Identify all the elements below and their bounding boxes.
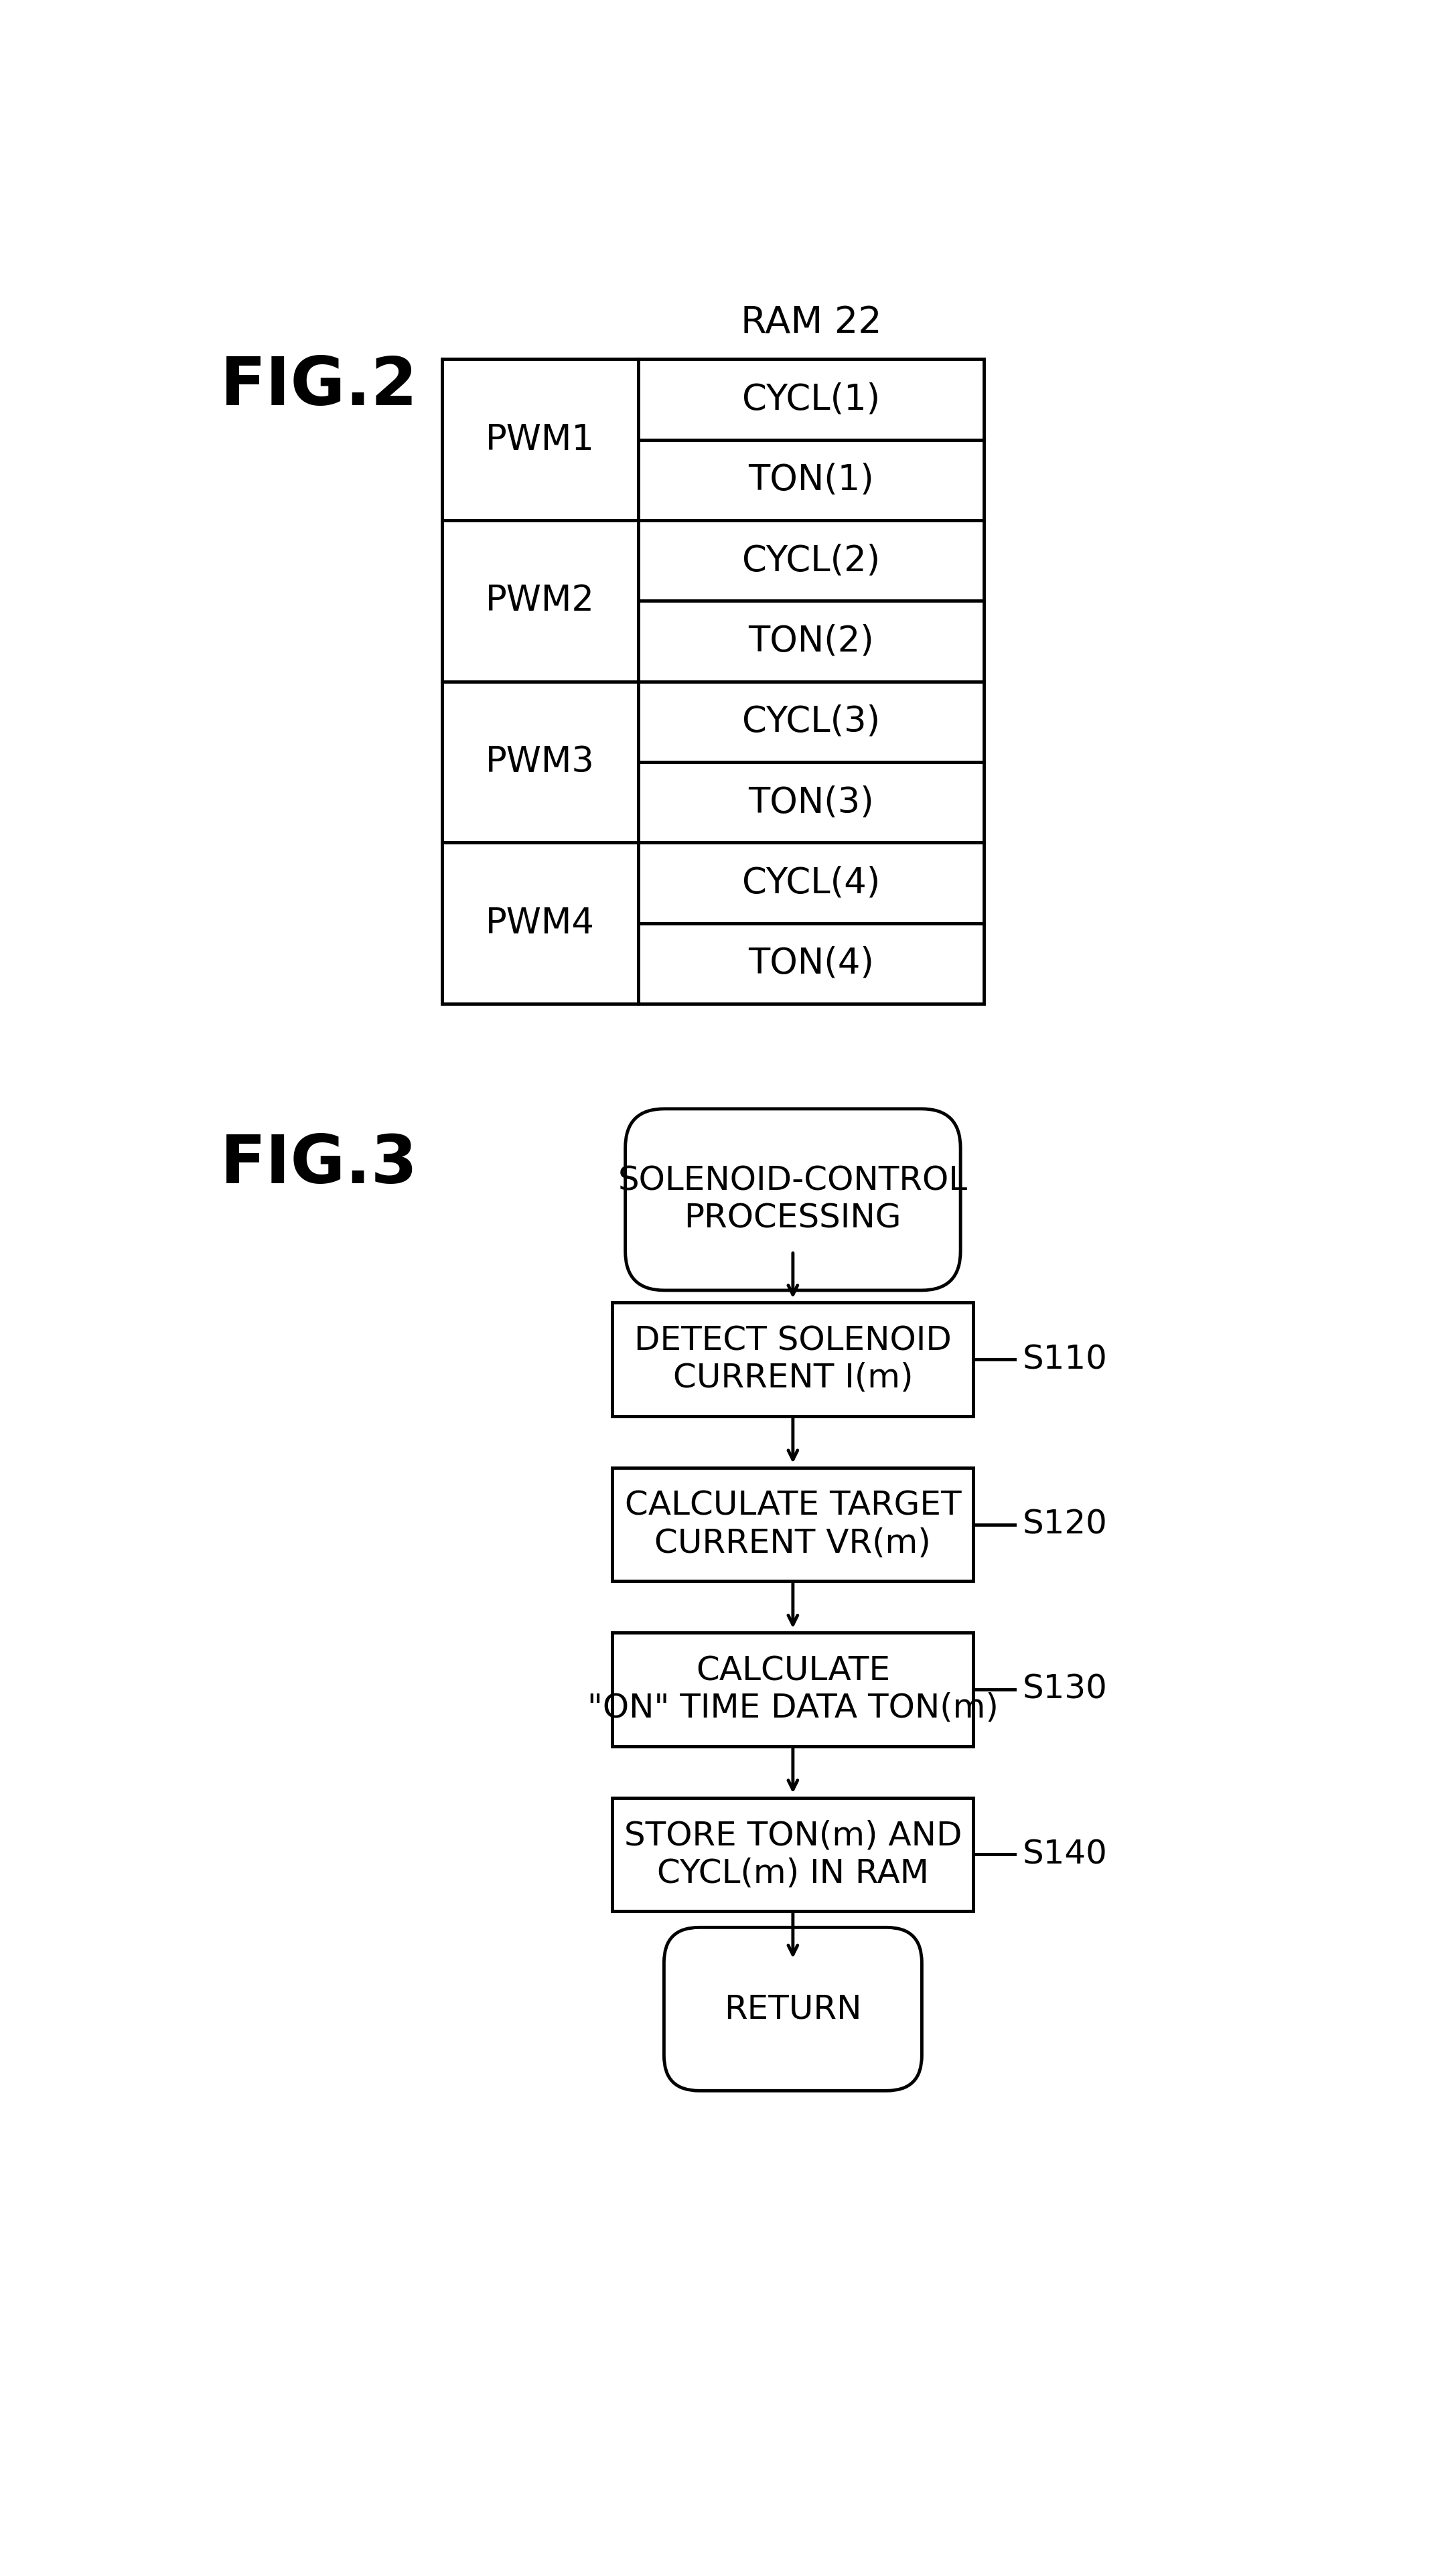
Text: S130: S130 (1022, 1674, 1108, 1705)
Text: FIG.2: FIG.2 (220, 353, 418, 420)
Text: CYCL(4): CYCL(4) (742, 866, 881, 899)
Bar (613, 1468, 973, 1582)
Text: PWM3: PWM3 (486, 744, 594, 781)
Text: SOLENOID-CONTROL
PROCESSING: SOLENOID-CONTROL PROCESSING (617, 1164, 967, 1234)
Text: FIG.3: FIG.3 (220, 1133, 418, 1198)
Bar (613, 1303, 973, 1417)
Text: RAM 22: RAM 22 (740, 304, 882, 340)
Text: CALCULATE
"ON" TIME DATA TON(m): CALCULATE "ON" TIME DATA TON(m) (587, 1654, 999, 1723)
Text: TON(3): TON(3) (748, 786, 873, 819)
Text: TON(2): TON(2) (748, 623, 873, 659)
FancyBboxPatch shape (664, 1927, 923, 2092)
Text: CYCL(1): CYCL(1) (742, 381, 881, 417)
Bar (442, 358, 983, 1005)
Text: PWM2: PWM2 (486, 582, 594, 618)
Text: CYCL(3): CYCL(3) (742, 703, 881, 739)
Text: TON(1): TON(1) (748, 464, 873, 497)
Text: DETECT SOLENOID
CURRENT I(m): DETECT SOLENOID CURRENT I(m) (635, 1324, 951, 1394)
Text: S140: S140 (1022, 1839, 1108, 1870)
Text: TON(4): TON(4) (748, 945, 873, 981)
Text: CYCL(2): CYCL(2) (742, 544, 881, 577)
Text: STORE TON(m) AND
CYCL(m) IN RAM: STORE TON(m) AND CYCL(m) IN RAM (625, 1819, 962, 1888)
Text: RETURN: RETURN (724, 1994, 862, 2025)
Text: S120: S120 (1022, 1510, 1108, 1540)
Text: PWM1: PWM1 (486, 422, 594, 456)
Text: PWM4: PWM4 (486, 907, 594, 940)
FancyBboxPatch shape (625, 1108, 960, 1291)
Text: S110: S110 (1022, 1342, 1108, 1376)
Bar (613, 1798, 973, 1911)
Bar (613, 1633, 973, 1747)
Text: CALCULATE TARGET
CURRENT VR(m): CALCULATE TARGET CURRENT VR(m) (625, 1489, 962, 1558)
